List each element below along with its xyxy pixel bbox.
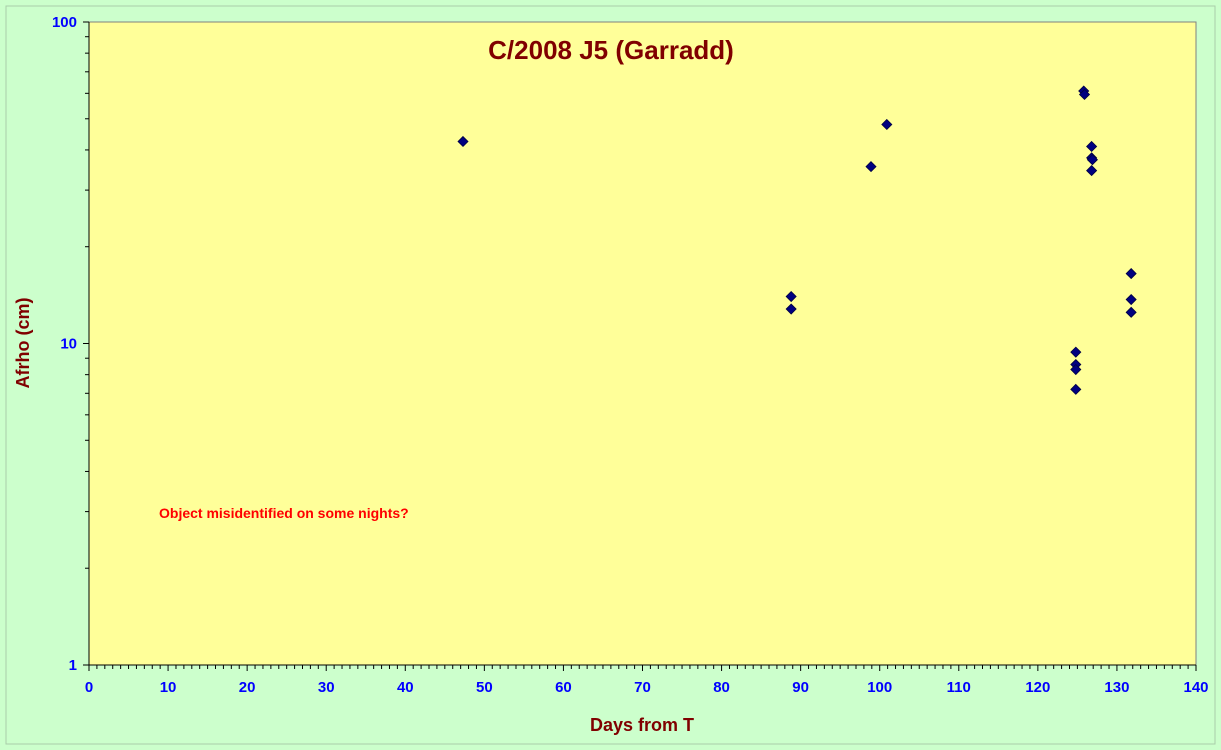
x-tick-label: 20: [239, 679, 256, 696]
data-point-marker: [1086, 165, 1098, 177]
x-tick-label: 40: [397, 679, 414, 696]
data-points: [457, 85, 1137, 395]
data-point-marker: [1070, 383, 1082, 395]
x-axis-label: Days from T: [590, 715, 694, 735]
x-tick-label: 110: [947, 679, 971, 696]
x-tick-label: 100: [867, 679, 892, 696]
annotation-text: Object misidentified on some nights?: [159, 505, 409, 521]
data-point-marker: [1125, 306, 1137, 318]
y-tick-label: 10: [60, 336, 77, 353]
x-axis-ticks: [88, 665, 1197, 671]
data-point-marker: [785, 290, 797, 303]
data-point-marker: [1125, 268, 1137, 280]
x-tick-label: 10: [160, 679, 177, 696]
x-tick-label: 70: [634, 679, 651, 696]
y-tick-label: 100: [52, 14, 77, 31]
x-tick-label: 80: [713, 679, 730, 696]
chart-title: C/2008 J5 (Garradd): [488, 35, 734, 65]
data-point-marker: [457, 135, 469, 148]
data-point-marker: [1070, 346, 1082, 358]
y-axis-ticks: [83, 21, 89, 666]
data-point-marker: [785, 303, 797, 315]
x-tick-label: 0: [85, 679, 93, 696]
data-point-marker: [865, 161, 877, 173]
x-tick-label: 140: [1183, 679, 1208, 696]
x-tick-label: 30: [318, 679, 335, 696]
x-tick-label: 90: [792, 679, 809, 696]
data-point-marker: [1125, 293, 1137, 306]
data-point-marker: [1086, 154, 1098, 166]
data-point-marker: [881, 118, 893, 131]
x-tick-label: 130: [1104, 679, 1129, 696]
x-tick-label: 60: [555, 679, 572, 696]
data-point-marker: [1070, 363, 1082, 376]
x-tick-label: 50: [476, 679, 493, 696]
x-tick-label: 120: [1025, 679, 1050, 696]
x-axis-tick-labels: 0 10 20 30 40 50 60 70 80 90 100 110 120 130 140: [85, 679, 1209, 696]
y-axis-label: Afrho (cm): [13, 298, 33, 389]
chart-border: [5, 5, 1216, 745]
y-axis-tick-labels: 1 10 100: [52, 14, 77, 674]
y-tick-label: 1: [69, 657, 77, 674]
data-point-marker: [1078, 88, 1091, 101]
data-point-marker: [1086, 140, 1098, 153]
plot-area: [88, 21, 1197, 666]
